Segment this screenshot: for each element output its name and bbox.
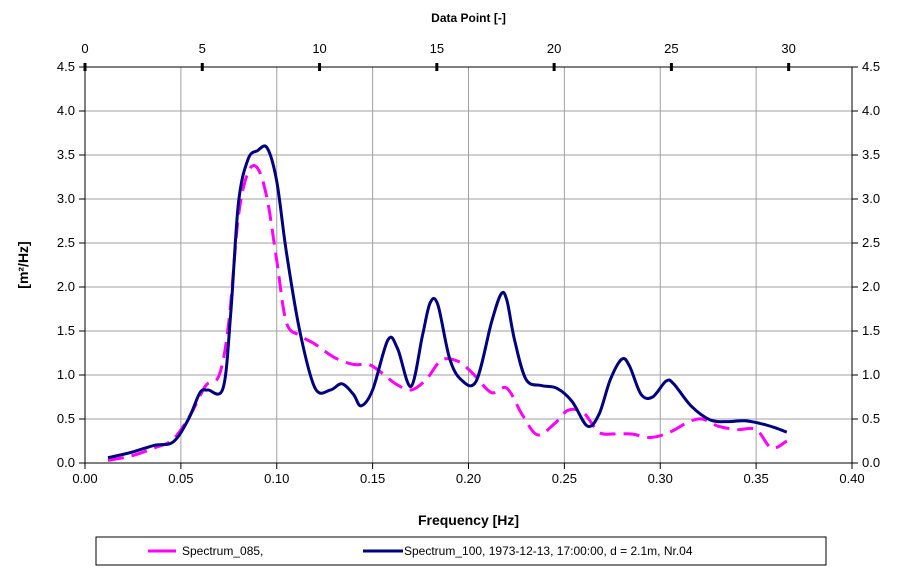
series-lines [107,144,788,462]
x-tick-label: 0.35 [743,471,768,486]
y-tick-label-right: 3.5 [862,147,880,162]
y-tick-label-left: 3.5 [57,147,75,162]
x-axis-title: Frequency [Hz] [418,512,519,528]
y-tick-label-left: 3.0 [57,191,75,206]
y-tick-label-left: 1.5 [57,323,75,338]
legend-label-spectrum-100: Spectrum_100, 1973-12-13, 17:00:00, d = … [404,544,693,558]
grid-lines [85,67,852,463]
y-tick-label-left: 0.0 [57,455,75,470]
y-tick-label-right: 0.0 [862,455,880,470]
top-tick-label: 25 [664,41,678,56]
series-line-spectrum-100 [107,144,788,460]
y-tick-label-left: 4.5 [57,59,75,74]
top-axis-title: Data Point [-] [431,11,506,25]
top-tick-label: 5 [199,41,206,56]
x-tick-label: 0.00 [72,471,97,486]
legend-label-spectrum-085: Spectrum_085, [182,544,263,558]
y-tick-label-left: 2.5 [57,235,75,250]
x-tick-label: 0.25 [552,471,577,486]
top-tick-label: 30 [781,41,795,56]
y-tick-label-right: 4.0 [862,103,880,118]
y-tick-label-right: 1.5 [862,323,880,338]
x-tick-label: 0.05 [168,471,193,486]
top-tick-label: 20 [547,41,561,56]
y-tick-label-left: 4.0 [57,103,75,118]
top-tick-label: 10 [312,41,326,56]
top-tick-label: 0 [81,41,88,56]
series-line-spectrum-085 [107,164,788,462]
y-tick-label-left: 1.0 [57,367,75,382]
y-tick-label-right: 4.5 [862,59,880,74]
top-tick-label: 15 [430,41,444,56]
x-tick-label: 0.30 [648,471,673,486]
x-tick-label: 0.15 [360,471,385,486]
y-tick-label-right: 3.0 [862,191,880,206]
y-tick-label-left: 2.0 [57,279,75,294]
y-tick-label-right: 2.0 [862,279,880,294]
axes: 0.0 0.0 0.5 0.5 1.0 1.0 1.5 1.5 2.0 2.0 2.5 2.5 3.0 3… [57,41,880,486]
y-tick-label-right: 0.5 [862,411,880,426]
x-tick-label: 0.20 [456,471,481,486]
x-tick-label: 0.10 [264,471,289,486]
x-tick-label: 0.40 [839,471,864,486]
legend: Spectrum_085, Spectrum_100, 1973-12-13, … [95,536,827,566]
legend-box [95,536,827,566]
y-tick-label-right: 1.0 [862,367,880,382]
y-axis-title: [m²/Hz] [15,241,31,288]
y-tick-label-left: 0.5 [57,411,75,426]
y-tick-label-right: 2.5 [862,235,880,250]
